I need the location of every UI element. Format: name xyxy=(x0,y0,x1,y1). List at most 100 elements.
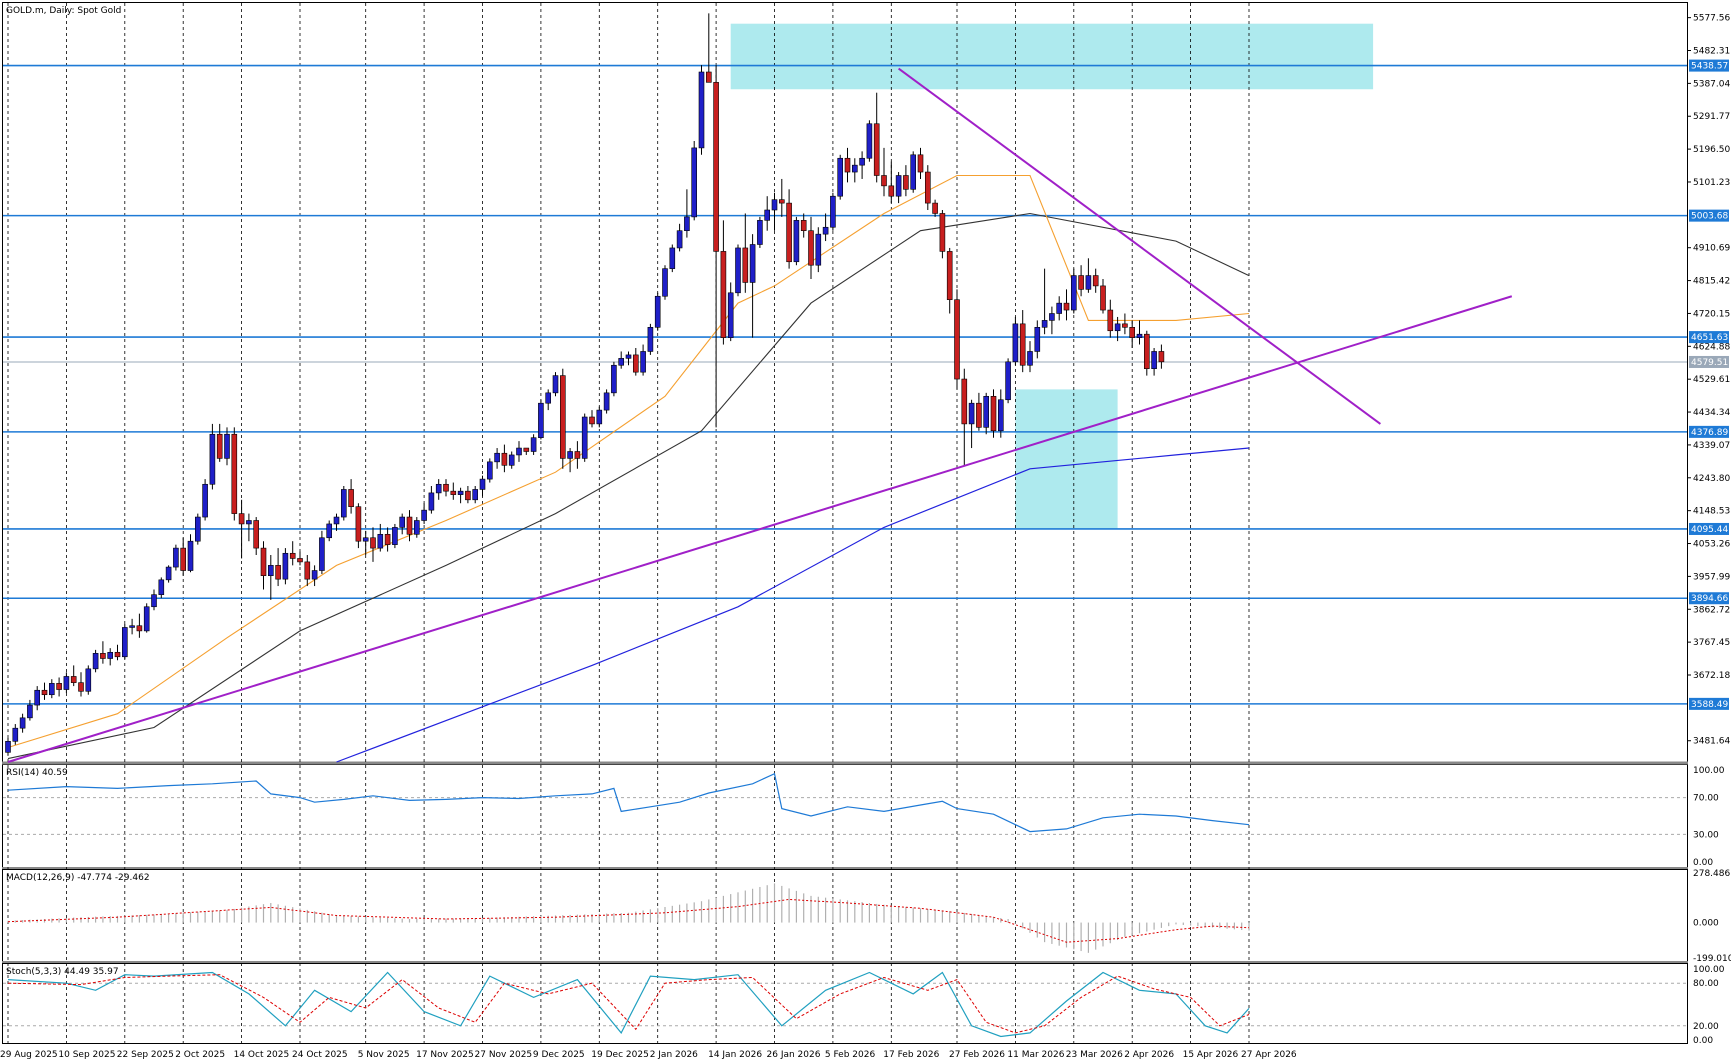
bear-candle xyxy=(917,154,924,173)
bull-candle xyxy=(764,209,771,221)
stoch-tick-label: 80.00 xyxy=(1693,979,1719,989)
bull-candle xyxy=(640,351,646,373)
price-tick-label: 4243.80 xyxy=(1693,474,1730,484)
bear-candle xyxy=(100,653,106,659)
bull-candle xyxy=(63,676,70,690)
bear-candle xyxy=(924,171,931,204)
stoch-tick-label: 0.00 xyxy=(1693,1036,1713,1046)
bear-candle xyxy=(304,561,311,580)
bull-candle xyxy=(362,537,369,542)
bull-candle xyxy=(654,295,661,328)
bull-candle xyxy=(735,247,741,294)
bear-candle xyxy=(41,689,48,696)
bear-candle xyxy=(1100,285,1106,311)
bull-candle xyxy=(1041,320,1048,328)
bull-candle xyxy=(92,653,99,670)
date-label: 27 Apr 2026 xyxy=(1241,1050,1297,1060)
date-label: 27 Nov 2025 xyxy=(475,1050,533,1060)
bull-candle xyxy=(1071,275,1077,311)
date-label: 2 Apr 2026 xyxy=(1124,1050,1174,1060)
date-label: 26 Jan 2026 xyxy=(767,1050,821,1060)
ma-slow-line xyxy=(336,447,1250,763)
price-tick-label: 3767.45 xyxy=(1693,638,1730,648)
bear-candle xyxy=(450,490,457,495)
bull-candle xyxy=(1114,323,1121,332)
bear-candle xyxy=(297,558,303,563)
bull-candle xyxy=(684,216,690,231)
bear-candle xyxy=(1078,275,1084,290)
bull-candle xyxy=(486,461,493,480)
price-tick-label: 3957.99 xyxy=(1693,572,1730,582)
bull-candle xyxy=(1005,361,1011,401)
bear-candle xyxy=(180,547,186,571)
bear-candle xyxy=(216,433,223,459)
bear-candle xyxy=(808,230,814,266)
price-level-label: 3588.49 xyxy=(1691,700,1728,710)
bull-candle xyxy=(333,516,340,525)
date-label: 10 Sep 2025 xyxy=(58,1050,115,1060)
rsi-tick-label: 0.00 xyxy=(1693,858,1713,868)
date-label: 9 Dec 2025 xyxy=(533,1050,585,1060)
bull-candle xyxy=(85,668,92,692)
bull-candle xyxy=(1151,351,1157,370)
bear-candle xyxy=(932,202,938,214)
stoch-tick-label: 20.00 xyxy=(1693,1022,1719,1032)
highlight-zone xyxy=(730,23,1374,90)
bull-candle xyxy=(1049,313,1055,321)
date-label: 22 Sep 2025 xyxy=(117,1050,174,1060)
highlight-zone xyxy=(1015,389,1118,530)
stoch-tick-label: 100.00 xyxy=(1693,965,1725,975)
bull-candle xyxy=(457,490,464,495)
bear-candle xyxy=(844,157,851,173)
bear-candle xyxy=(903,175,909,190)
date-label: 17 Nov 2025 xyxy=(416,1050,474,1060)
stoch-main-line xyxy=(7,971,1250,1038)
bear-candle xyxy=(873,123,880,176)
bull-candle xyxy=(435,483,442,494)
bull-candle xyxy=(1056,302,1062,314)
bull-candle xyxy=(5,740,11,753)
price-level-badge xyxy=(1689,697,1729,710)
bear-candle xyxy=(559,375,566,459)
price-level-badge xyxy=(1689,592,1729,605)
bull-candle xyxy=(34,689,41,706)
bull-candle xyxy=(647,326,654,352)
bull-candle xyxy=(377,533,384,549)
bull-candle xyxy=(793,220,800,263)
date-label: 17 Feb 2026 xyxy=(883,1050,939,1060)
date-label: 23 Mar 2026 xyxy=(1066,1050,1123,1060)
bear-candle xyxy=(1092,275,1099,287)
bear-candle xyxy=(881,175,887,187)
trendline xyxy=(7,295,1513,763)
bull-candle xyxy=(1136,333,1143,338)
bear-candle xyxy=(961,378,968,425)
bull-candle xyxy=(538,402,544,439)
bear-candle xyxy=(954,299,960,380)
bear-candle xyxy=(800,220,807,232)
stoch-signal-line xyxy=(7,974,1250,1034)
bull-candle xyxy=(669,247,676,269)
price-level-badge xyxy=(1689,59,1729,72)
date-label: 15 Apr 2026 xyxy=(1183,1050,1239,1060)
bull-candle xyxy=(107,651,113,659)
stoch-panel-frame xyxy=(2,963,1688,1044)
price-tick-label: 4720.15 xyxy=(1693,309,1730,319)
bear-candle xyxy=(443,483,449,492)
bear-candle xyxy=(705,71,712,83)
bull-candle xyxy=(771,199,778,211)
bear-candle xyxy=(355,506,362,542)
bear-candle xyxy=(632,354,639,373)
price-tick-label: 4529.61 xyxy=(1693,375,1730,385)
rsi-tick-label: 70.00 xyxy=(1693,794,1719,804)
price-tick-label: 5577.56 xyxy=(1693,14,1730,24)
price-tick-label: 3481.64 xyxy=(1693,737,1730,747)
ma-mid-line xyxy=(7,212,1250,760)
bear-candle xyxy=(384,533,391,545)
bull-candle xyxy=(1012,323,1019,363)
bear-candle xyxy=(713,82,719,252)
rsi-line xyxy=(7,772,1250,833)
bear-candle xyxy=(589,416,595,425)
price-tick-label: 4434.34 xyxy=(1693,408,1730,418)
